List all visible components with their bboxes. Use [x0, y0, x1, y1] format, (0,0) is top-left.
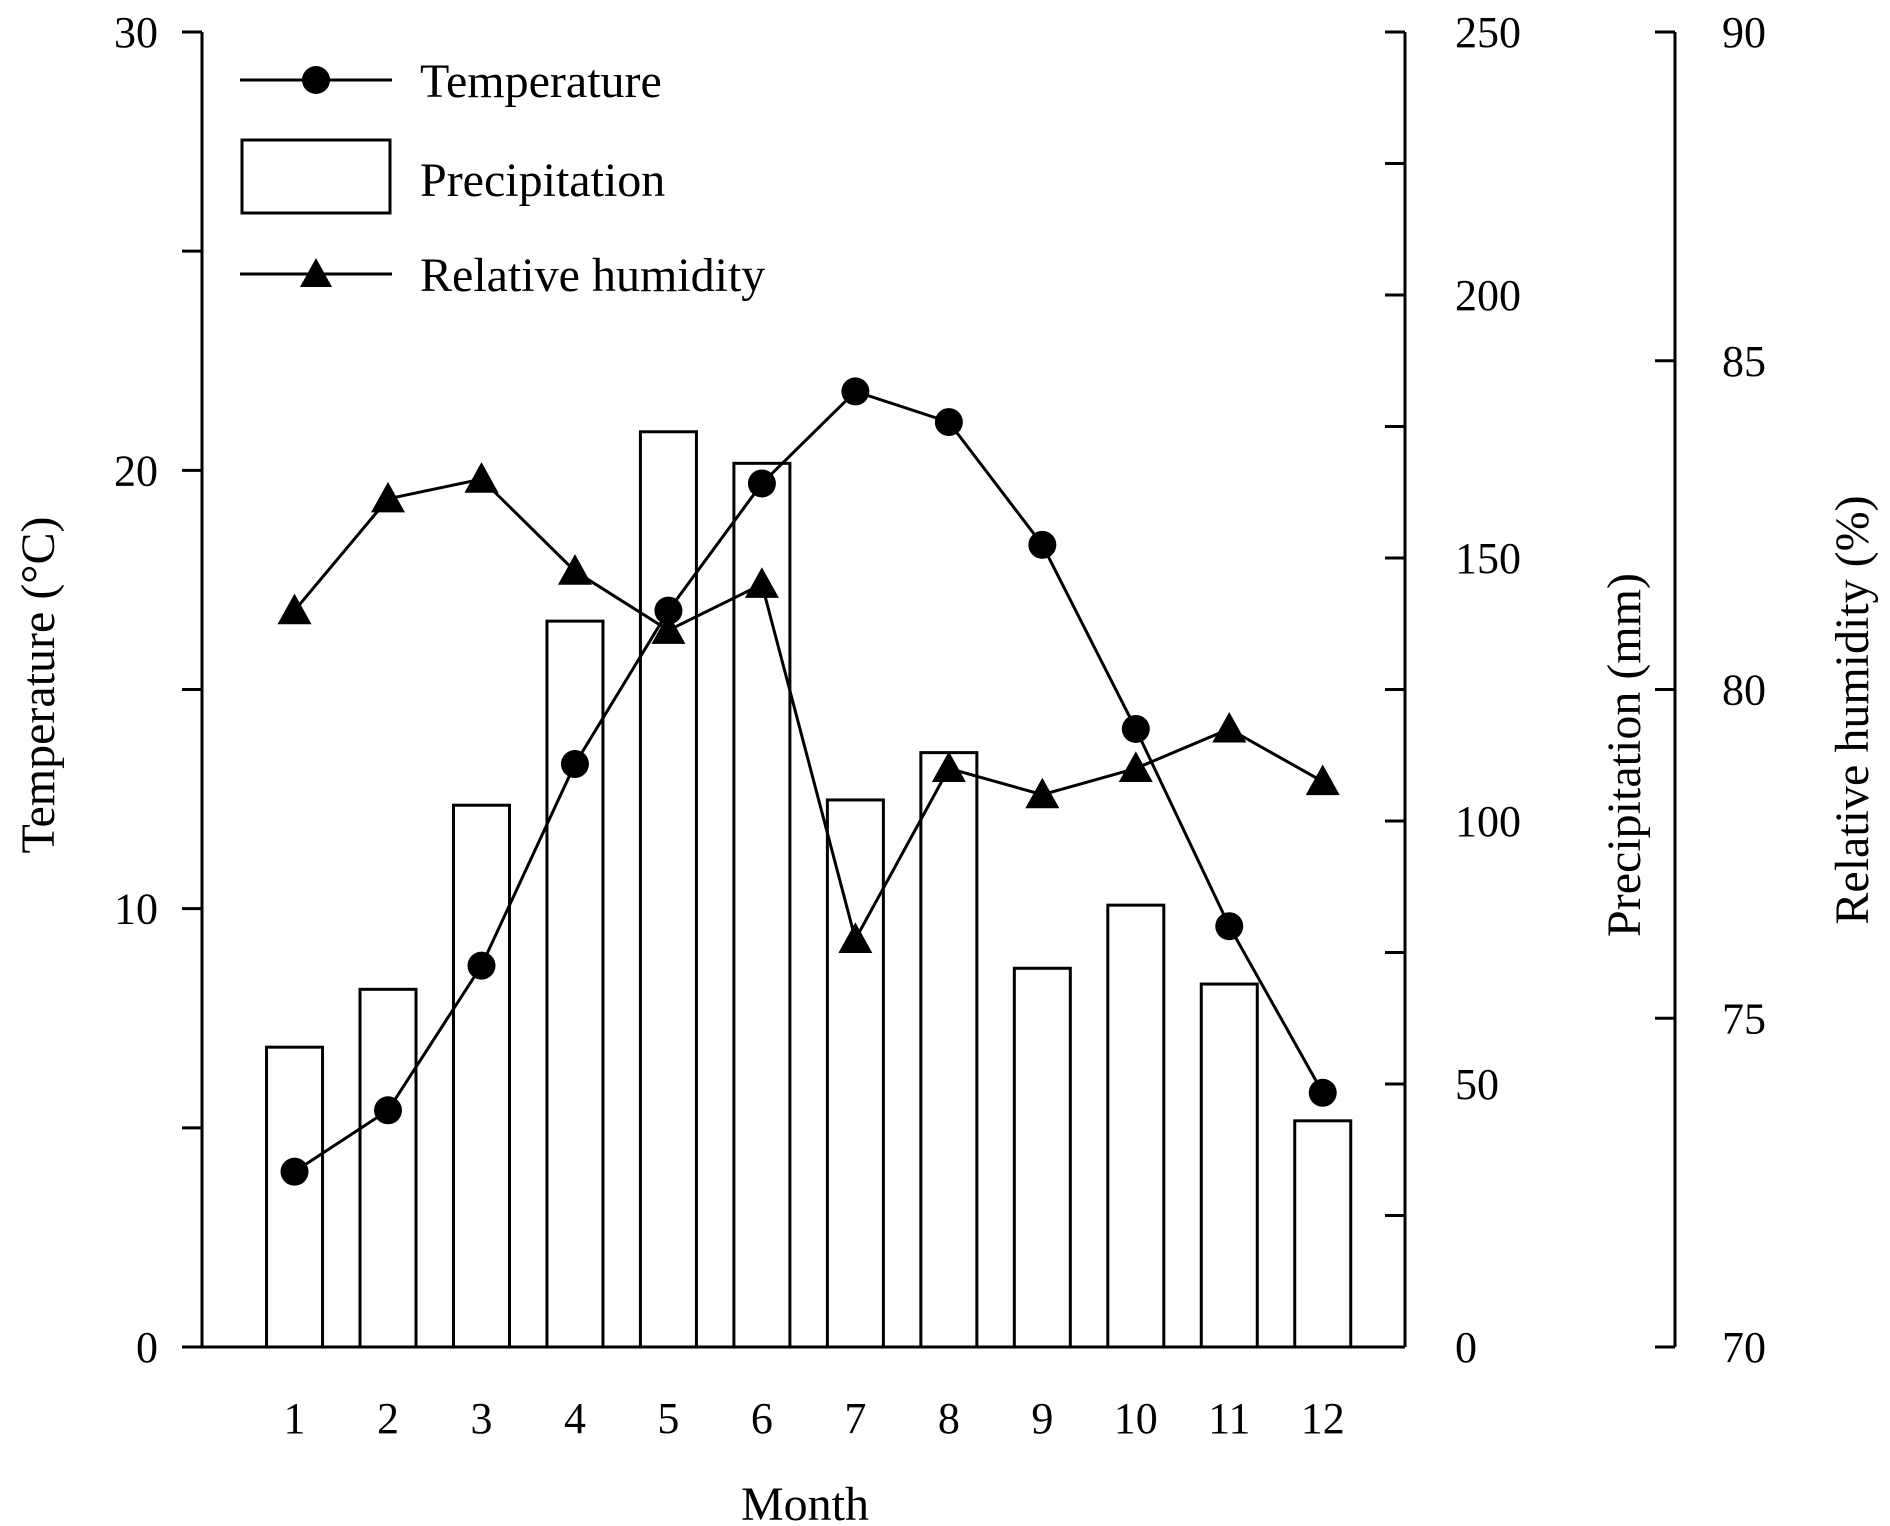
x-axis-title: Month — [741, 1478, 869, 1526]
precipitation-bar — [1012, 966, 1072, 1349]
precipitation-tick-label: 0 — [1455, 1323, 1477, 1372]
x-tick-label: 5 — [657, 1394, 679, 1443]
temperature-point — [654, 596, 683, 625]
x-tick-label: 11 — [1208, 1394, 1250, 1443]
temperature-tick-label: 20 — [114, 446, 158, 495]
temperature-tick-label: 0 — [136, 1323, 158, 1372]
humidity-point — [931, 751, 966, 782]
temperature-point — [280, 1157, 309, 1186]
precipitation-bar — [919, 751, 979, 1349]
x-tick-label: 3 — [470, 1394, 492, 1443]
humidity-axis-title: Relative humidity (%) — [1826, 495, 1879, 924]
legend-temperature-marker — [302, 66, 330, 94]
temperature-point — [1215, 912, 1244, 941]
humidity-point — [1305, 764, 1340, 796]
legend-humidity-marker — [300, 258, 332, 287]
precipitation-bar — [265, 1045, 325, 1349]
humidity-point — [464, 462, 499, 493]
humidity-tick-label: 90 — [1722, 8, 1766, 57]
temperature-point — [934, 408, 963, 437]
precipitation-bar — [358, 987, 418, 1349]
humidity-point — [557, 554, 592, 585]
temperature-tick-label: 10 — [114, 885, 158, 934]
x-tick-label: 12 — [1301, 1394, 1345, 1443]
temperature-line — [293, 389, 1325, 1173]
humidity-point — [371, 481, 406, 513]
precipitation-bar — [1106, 903, 1166, 1349]
precipitation-bars — [265, 430, 1353, 1349]
humidity-point — [651, 613, 686, 644]
legend-precipitation-label: Precipitation — [420, 154, 665, 207]
temperature-axis-title: Temperature (°C) — [12, 516, 65, 853]
x-tick-label: 9 — [1031, 1394, 1053, 1443]
precipitation-tick-label: 200 — [1455, 271, 1521, 320]
precipitation-tick-label: 100 — [1455, 797, 1521, 846]
temperature-point — [374, 1096, 403, 1125]
precipitation-bar — [451, 803, 511, 1349]
humidity-point — [1212, 711, 1247, 743]
x-tick-label: 1 — [284, 1394, 306, 1443]
humidity-tick-label: 70 — [1722, 1323, 1766, 1372]
humidity-point — [277, 593, 312, 625]
humidity-tick-label: 75 — [1722, 994, 1766, 1043]
precipitation-bar — [638, 430, 698, 1349]
x-tick-label: 6 — [751, 1394, 773, 1443]
temperature-point — [1308, 1078, 1337, 1107]
precipitation-tick-label: 150 — [1455, 534, 1521, 583]
temperature-point — [841, 377, 870, 406]
legend-temperature-label: Temperature — [420, 55, 662, 108]
precipitation-axis-title: Precipitation (mm) — [1598, 573, 1651, 937]
legend: Temperature Precipitation Relative humid… — [240, 55, 765, 302]
humidity-line — [293, 477, 1324, 944]
humidity-tick-label: 80 — [1722, 666, 1766, 715]
temperature-tick-label: 30 — [114, 8, 158, 57]
temperature-point — [747, 469, 776, 498]
precipitation-tick-label: 50 — [1455, 1060, 1499, 1109]
precipitation-bar — [1199, 982, 1259, 1349]
legend-humidity-label: Relative humidity — [420, 249, 765, 302]
humidity-point — [744, 567, 779, 598]
precipitation-bar — [1293, 1119, 1353, 1349]
precipitation-bar — [732, 461, 792, 1349]
precipitation-bar — [825, 798, 885, 1349]
x-tick-label: 4 — [564, 1394, 586, 1443]
temperature-point — [1121, 714, 1150, 743]
humidity-point — [1025, 777, 1060, 809]
precipitation-bar — [545, 619, 605, 1349]
temperature-point — [467, 951, 496, 980]
humidity-tick-label: 85 — [1722, 337, 1766, 386]
humidity-point — [838, 922, 873, 953]
x-tick-label: 2 — [377, 1394, 399, 1443]
temperature-point — [1028, 530, 1057, 559]
temperature-point — [560, 750, 589, 779]
x-tick-label: 7 — [844, 1394, 866, 1443]
x-tick-label: 8 — [938, 1394, 960, 1443]
temperature-series — [280, 377, 1337, 1186]
humidity-series — [277, 462, 1340, 953]
legend-precipitation-swatch — [240, 138, 392, 215]
precipitation-tick-label: 250 — [1455, 8, 1521, 57]
humidity-point — [1118, 751, 1153, 782]
x-tick-label: 10 — [1114, 1394, 1158, 1443]
